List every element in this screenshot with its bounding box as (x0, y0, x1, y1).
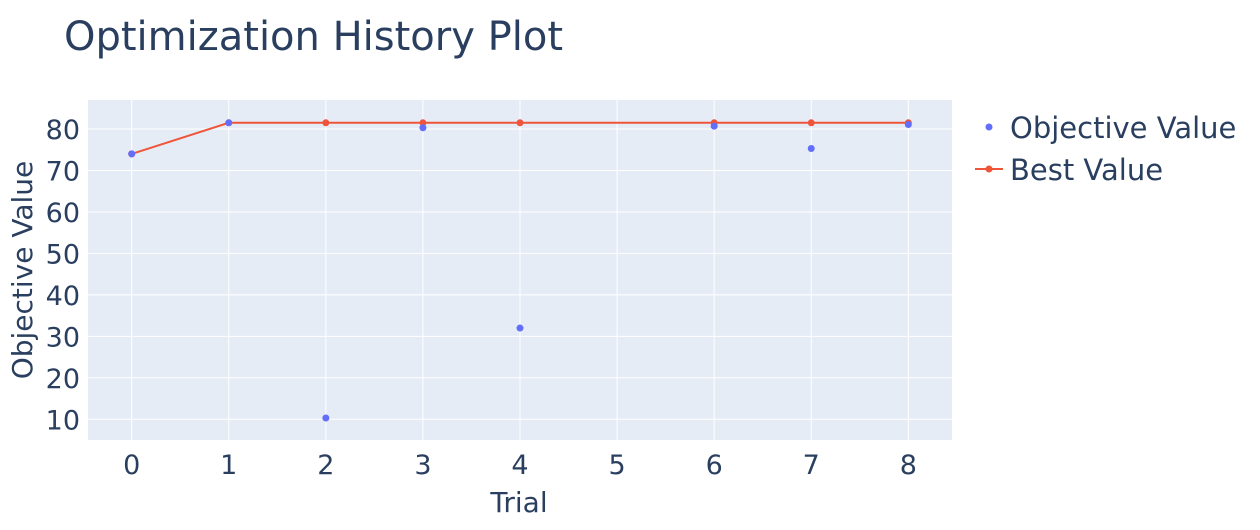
legend-best-marker (985, 165, 993, 173)
y-tick-label: 60 (46, 198, 80, 229)
best-value-point (419, 119, 427, 127)
objective-value-point (710, 122, 718, 130)
x-tick-label: 8 (900, 450, 917, 481)
objective-value-point (225, 119, 233, 127)
y-tick-label: 50 (46, 239, 80, 270)
legend-item-objective-value[interactable]: Objective Value (985, 111, 1237, 145)
y-tick-label: 80 (46, 115, 80, 146)
series-layer (128, 119, 912, 422)
y-tick-label: 10 (46, 405, 80, 436)
y-tick-label: 20 (46, 364, 80, 395)
x-tick-label: 1 (220, 450, 237, 481)
legend-best-label: Best Value (1010, 153, 1163, 187)
x-tick-label: 3 (414, 450, 431, 481)
y-tick-label: 70 (46, 156, 80, 187)
best-value-point (516, 119, 524, 127)
best-value-point (322, 119, 330, 127)
objective-value-point (807, 145, 815, 153)
objective-value-point (516, 324, 524, 332)
best-value-point (807, 119, 815, 127)
y-tick-labels: 10 20 30 40 50 60 70 80 (46, 115, 80, 436)
legend[interactable]: Objective Value Best Value (975, 111, 1236, 187)
x-tick-label: 0 (123, 450, 140, 481)
x-tick-label: 7 (803, 450, 820, 481)
objective-value-point (128, 150, 136, 158)
best-value-line (131, 121, 909, 155)
x-tick-label: 5 (608, 450, 625, 481)
x-tick-label: 4 (511, 450, 528, 481)
x-axis-title: Trial (489, 486, 547, 519)
legend-objective-marker (985, 123, 993, 131)
objective-value-point (322, 414, 330, 422)
y-tick-label: 30 (46, 322, 80, 353)
y-axis-title: Objective Value (6, 161, 39, 380)
objective-value-point (419, 124, 427, 132)
legend-objective-label: Objective Value (1010, 111, 1236, 145)
x-tick-label: 6 (706, 450, 723, 481)
legend-item-best-value[interactable]: Best Value (975, 153, 1163, 187)
x-tick-labels: 0 1 2 3 4 5 6 7 8 (123, 450, 917, 481)
x-tick-label: 2 (317, 450, 334, 481)
gridlines (88, 100, 952, 440)
objective-value-point (904, 120, 912, 128)
y-tick-label: 40 (46, 281, 80, 312)
chart-title: Optimization History Plot (64, 14, 563, 60)
